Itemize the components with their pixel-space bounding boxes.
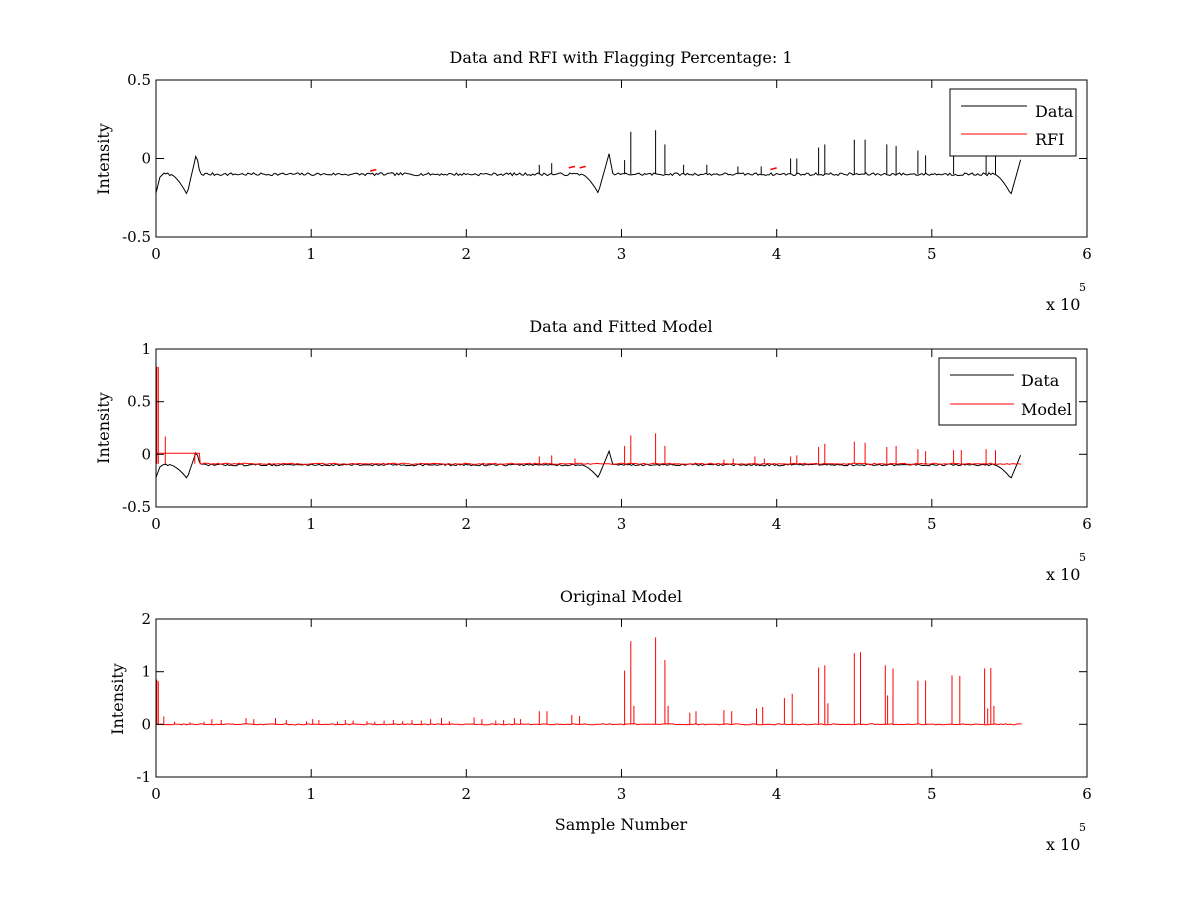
axes-1-legend: Data RFI	[949, 88, 1077, 157]
axes-1-xtick-label-2: 2	[462, 245, 472, 263]
axes-2-legend-box	[938, 357, 1077, 426]
axes-1-ytick-label-0: -0.5	[122, 228, 151, 246]
axes-1-series-rfi-point-1	[568, 165, 576, 169]
axes-2-xtick-label-3: 3	[617, 515, 627, 533]
axes-2-ytick-label-0: -0.5	[122, 498, 151, 516]
axes-1-xtick-label-0: 0	[151, 245, 161, 263]
axes-1-xtick-label-4: 4	[772, 245, 782, 263]
axes-3-ytick-label-3: 2	[141, 610, 151, 628]
axes-1-series-group	[156, 130, 1022, 195]
axes-2-ytick-label-2: 0.5	[127, 393, 151, 411]
axes-2-xtick-label-5: 5	[927, 515, 937, 533]
axes-2-xtick-label-2: 2	[462, 515, 472, 533]
axes-1-xtick-label-6: 6	[1082, 245, 1092, 263]
axes-2-plot-area: 0 1 2 3 4 5 6-0.500.51	[122, 340, 1092, 533]
axes-3-x-exponent-power: 5	[1079, 821, 1086, 834]
axes-1-plot-area: 0 1 2 3 4 5 6-0.500.5	[122, 71, 1092, 263]
axes-1-series-rfi-point-2	[579, 165, 586, 169]
axes-3-ylabel: Intensity	[108, 663, 127, 735]
axes-1-series-rfi-point-0	[369, 168, 377, 172]
axes-2-xtick-label-4: 4	[772, 515, 782, 533]
axes-2: Data and Fitted Model Intensity 0 1 2 3 4 5 6 -…	[94, 317, 1092, 584]
axes-3-series-group	[156, 637, 1022, 726]
axes-3-title: Original Model	[560, 587, 682, 606]
axes-2-legend: Data Model	[938, 357, 1077, 426]
axes-1-title: Data and RFI with Flagging Percentage: 1	[449, 48, 792, 67]
axes-3-xtick-label-1: 1	[306, 785, 316, 803]
axes-1-xtick-label-3: 3	[617, 245, 627, 263]
axes-1-ytick-label-1: 0	[141, 150, 151, 168]
axes-3-xtick-label-3: 3	[617, 785, 627, 803]
axes-1-x-exponent-power: 5	[1079, 281, 1086, 294]
axes-3-ytick-label-1: 0	[141, 715, 151, 733]
axes-1-xtick-label-5: 5	[927, 245, 937, 263]
axes-1-legend-label-data: Data	[1035, 102, 1074, 121]
axes-1: Data and RFI with Flagging Percentage: 1…	[94, 48, 1092, 314]
axes-2-x-exponent-power: 5	[1079, 551, 1086, 564]
axes-2-series-model	[156, 452, 1022, 465]
axes-3-xlabel: Sample Number	[555, 815, 688, 834]
axes-1-x-exponent: x 10	[1046, 295, 1080, 314]
axes-2-ytick-label-3: 1	[141, 340, 151, 358]
axes-3-ytick-label-2: 1	[141, 663, 151, 681]
axes-2-xtick-label-1: 1	[306, 515, 316, 533]
axes-1-ylabel: Intensity	[94, 123, 113, 195]
axes-2-xtick-label-6: 6	[1082, 515, 1092, 533]
axes-2-x-exponent-base: x 10	[1046, 565, 1080, 584]
axes-1-ytick-label-2: 0.5	[127, 71, 151, 89]
axes-1-series-data	[156, 153, 1022, 195]
axes-2-series-data	[156, 449, 1022, 479]
axes-2-ytick-label-1: 0	[141, 445, 151, 463]
axes-3-x-exponent-base: x 10	[1046, 835, 1080, 854]
axes-2-series-group	[156, 366, 1022, 479]
axes-2-title: Data and Fitted Model	[529, 317, 712, 336]
axes-3-xtick-label-6: 6	[1082, 785, 1092, 803]
axes-3-xtick-label-2: 2	[462, 785, 472, 803]
axes-3-series-original-model	[156, 723, 1022, 726]
axes-1-x-exponent-base: x 10	[1046, 295, 1080, 314]
axes-1-legend-box	[949, 88, 1077, 157]
axes-2-xtick-label-0: 0	[151, 515, 161, 533]
axes-2-x-exponent: x 10	[1046, 565, 1080, 584]
axes-2-legend-label-model: Model	[1021, 400, 1072, 419]
axes-3-x-exponent: x 10	[1046, 835, 1080, 854]
axes-1-legend-label-rfi: RFI	[1035, 130, 1064, 149]
axes-3-xtick-label-0: 0	[151, 785, 161, 803]
axes-2-legend-label-data: Data	[1021, 371, 1060, 390]
axes-1-series-rfi-point-3	[770, 167, 777, 171]
axes-3-xtick-label-4: 4	[772, 785, 782, 803]
axes-1-xtick-label-1: 1	[306, 245, 316, 263]
axes-3-ytick-label-0: -1	[136, 768, 151, 786]
axes-3-xtick-label-5: 5	[927, 785, 937, 803]
axes-2-ylabel: Intensity	[94, 392, 113, 464]
